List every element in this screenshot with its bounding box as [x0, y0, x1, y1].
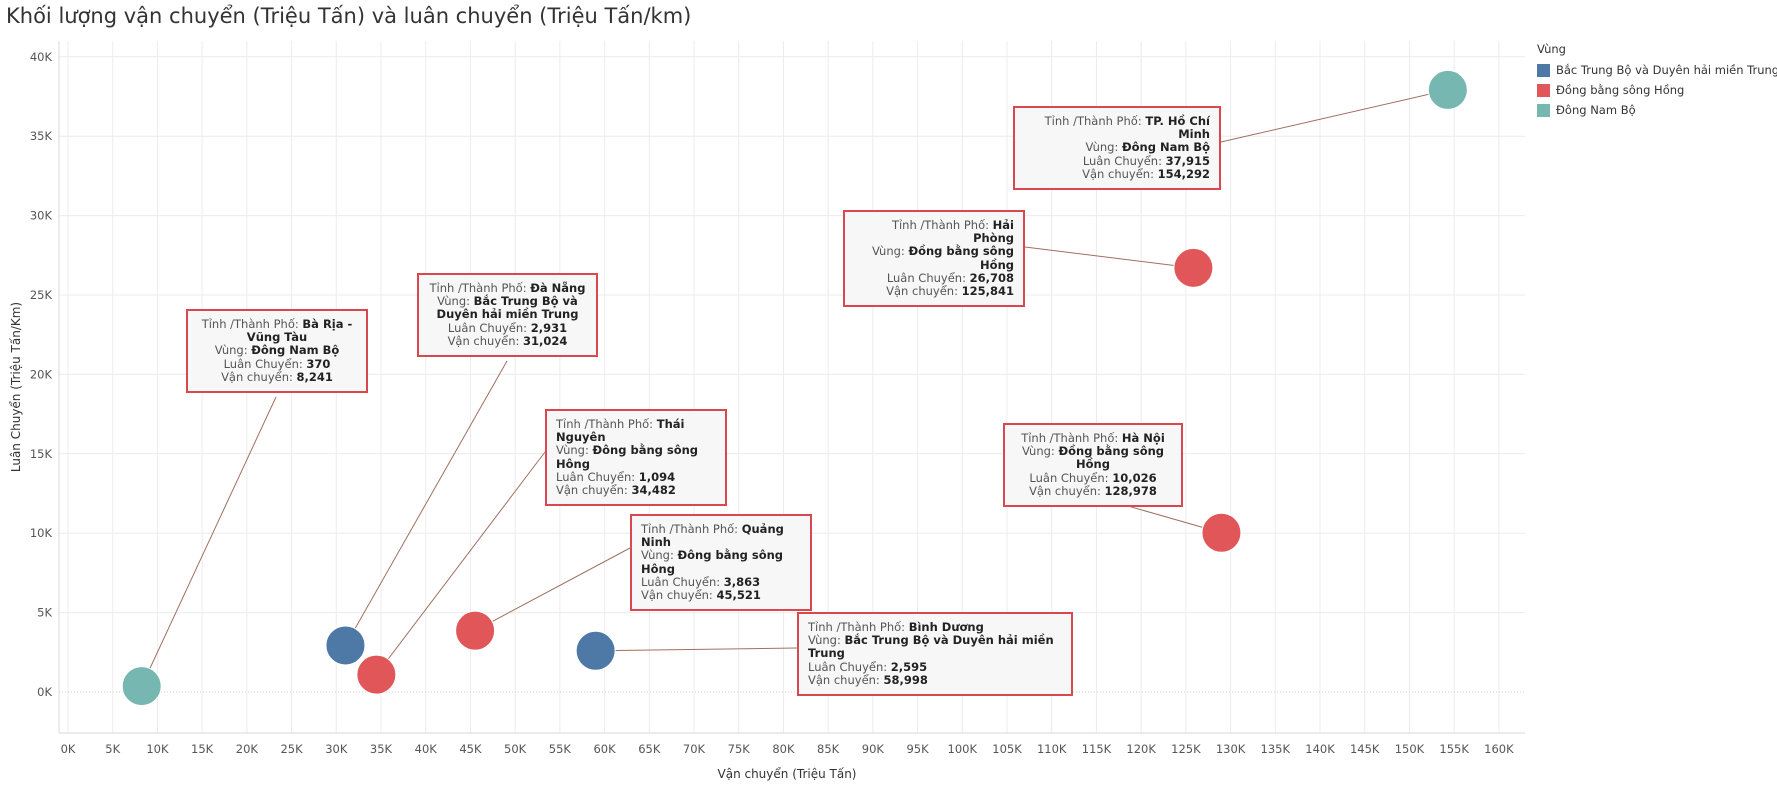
legend-label: Đồng bằng sông Hồng	[1556, 83, 1685, 97]
x-tick-label: 75K	[728, 742, 751, 756]
leader-line	[1024, 246, 1194, 269]
legend-item-dong-nam-bo[interactable]: Đông Nam Bộ	[1537, 100, 1777, 120]
x-tick-label: 90K	[862, 742, 885, 756]
x-tick-label: 80K	[772, 742, 795, 756]
tooltip-da-nang: Tỉnh /Thành Phố: Đà Nẵng Vùng: Bắc Trung…	[417, 273, 598, 358]
y-tick-label: 40K	[30, 50, 53, 64]
legend: Vùng Bắc Trung Bộ và Duyên hải miền Trun…	[1537, 42, 1777, 120]
leader-line	[141, 396, 277, 687]
x-tick-label: 115K	[1082, 742, 1112, 756]
x-tick-label: 125K	[1171, 742, 1201, 756]
x-tick-label: 60K	[593, 742, 616, 756]
x-tick-label: 110K	[1037, 742, 1067, 756]
x-tick-label: 5K	[105, 742, 120, 756]
legend-swatch	[1537, 83, 1550, 97]
legend-item-dong-bang-song-hong[interactable]: Đồng bằng sông Hồng	[1537, 80, 1777, 100]
data-point	[455, 610, 496, 651]
tooltip-ba-ria-vung-tau: Tỉnh /Thành Phố: Bà Rịa - Vũng Tàu Vùng:…	[186, 309, 368, 394]
y-tick-label: 30K	[30, 209, 53, 223]
tooltip-quang-ninh: Tỉnh /Thành Phố: Quảng Ninh Vùng: Đông b…	[630, 514, 812, 612]
leader-line	[474, 547, 631, 632]
chart-title: Khối lượng vận chuyển (Triệu Tấn) và luâ…	[6, 4, 692, 28]
tooltip-ha-noi: Tỉnh /Thành Phố: Hà Nội Vùng: Đồng bằng …	[1003, 423, 1183, 508]
x-tick-label: 50K	[504, 742, 527, 756]
x-tick-label: 55K	[549, 742, 572, 756]
x-tick-label: 0K	[61, 742, 76, 756]
tooltip-hai-phong: Tỉnh /Thành Phố: Hải Phòng Vùng: Đồng bằ…	[843, 210, 1025, 308]
legend-swatch	[1537, 63, 1550, 77]
x-tick-label: 65K	[638, 742, 661, 756]
y-tick-label: 35K	[30, 129, 53, 143]
leader-line	[595, 647, 798, 652]
legend-title: Vùng	[1537, 42, 1566, 56]
leader-line	[1220, 89, 1448, 143]
tooltip-tp-ho-chi-minh: Tỉnh /Thành Phố: TP. Hồ Chí Minh Vùng: Đ…	[1013, 106, 1221, 191]
x-tick-label: 20K	[236, 742, 259, 756]
x-tick-label: 35K	[370, 742, 393, 756]
y-tick-label: 10K	[30, 526, 53, 540]
data-point	[1173, 247, 1214, 288]
y-tick-label: 20K	[30, 367, 53, 381]
legend-swatch	[1537, 103, 1550, 117]
x-tick-label: 100K	[948, 742, 978, 756]
y-tick-label: 25K	[30, 288, 53, 302]
legend-label: Bắc Trung Bộ và Duyên hải miền Trung	[1556, 63, 1777, 77]
tooltip-thai-nguyen: Tỉnh /Thành Phố: Thái Nguyên Vùng: Đông …	[545, 409, 727, 507]
x-tick-label: 145K	[1350, 742, 1380, 756]
x-tick-label: 40K	[415, 742, 438, 756]
legend-label: Đông Nam Bộ	[1556, 103, 1636, 117]
x-tick-label: 10K	[146, 742, 169, 756]
data-point	[325, 625, 366, 666]
data-point	[1427, 69, 1468, 110]
x-tick-label: 105K	[992, 742, 1022, 756]
x-tick-label: 160K	[1484, 742, 1514, 756]
x-tick-label: 30K	[325, 742, 348, 756]
x-tick-label: 95K	[906, 742, 929, 756]
x-axis-title: Vận chuyển (Triệu Tấn)	[718, 767, 857, 781]
data-point	[575, 630, 616, 671]
x-tick-label: 70K	[683, 742, 706, 756]
tooltip-binh-duong: Tỉnh /Thành Phố: Bình Dương Vùng: Bắc Tr…	[797, 612, 1073, 697]
legend-item-bac-trung-bo[interactable]: Bắc Trung Bộ và Duyên hải miền Trung	[1537, 60, 1777, 80]
y-tick-label: 15K	[30, 447, 53, 461]
x-tick-label: 120K	[1126, 742, 1156, 756]
data-point	[356, 654, 397, 695]
x-tick-label: 85K	[817, 742, 840, 756]
leader-line	[345, 360, 508, 646]
x-tick-label: 130K	[1216, 742, 1246, 756]
x-tick-label: 45K	[459, 742, 482, 756]
x-tick-label: 140K	[1305, 742, 1335, 756]
x-tick-label: 155K	[1439, 742, 1469, 756]
data-point	[1201, 512, 1242, 553]
y-tick-label: 0K	[37, 685, 52, 699]
leader-line	[375, 451, 546, 675]
data-point	[121, 666, 162, 707]
x-tick-label: 25K	[280, 742, 303, 756]
y-axis-title: Luân Chuyển (Triệu Tấn/Km)	[9, 302, 23, 472]
x-tick-label: 135K	[1261, 742, 1291, 756]
x-tick-label: 15K	[191, 742, 214, 756]
x-tick-label: 150K	[1395, 742, 1425, 756]
y-tick-label: 5K	[37, 606, 52, 620]
